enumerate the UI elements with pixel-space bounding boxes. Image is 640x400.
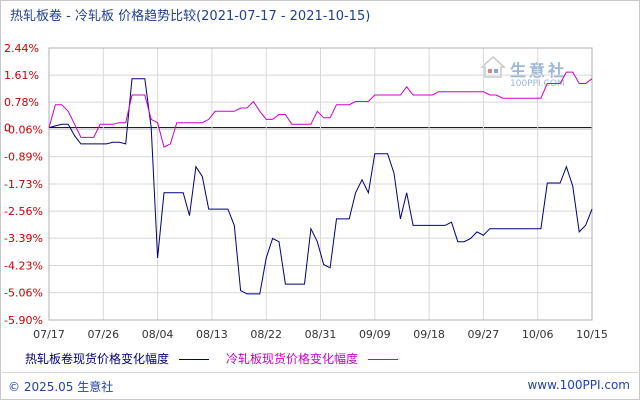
x-tick-label: 07/17 (33, 328, 65, 341)
y-tick-label: -2.56% (4, 205, 43, 218)
x-tick-label: 10/06 (522, 328, 554, 341)
series-lines (48, 71, 593, 295)
legend-hot-rolled: 热轧板卷现货价格变化幅度 (25, 350, 210, 367)
legend-cold-rolled-label: 冷轧板现货价格变化幅度 (226, 352, 359, 366)
y-tick-label: -0.89% (4, 151, 43, 164)
y-tick-label: 1.61% (4, 69, 39, 82)
y-tick-label: -4.23% (4, 260, 43, 273)
x-tick-label: 09/09 (359, 328, 391, 341)
legend-hot-rolled-label: 热轧板卷现货价格变化幅度 (25, 352, 170, 366)
y-axis-ticks: 2.44% 1.61% 0.78% -0.06% -0.89% -1.73% -2.56% -… (4, 42, 43, 327)
y-tick-label: 0.78% (4, 96, 39, 109)
x-tick-label: 08/22 (250, 328, 282, 341)
y-tick-label: 2.44% (4, 42, 39, 55)
y-tick-label: -5.06% (4, 287, 43, 300)
y-tick-label: -3.39% (4, 232, 43, 245)
footer-site-link[interactable]: www.100PPI.com (527, 378, 630, 392)
grid (48, 47, 593, 321)
y-tick-label: -0.06% (4, 124, 43, 137)
x-tick-label: 08/31 (305, 328, 337, 341)
y-tick-label: -1.73% (4, 178, 43, 191)
x-tick-label: 08/13 (196, 328, 228, 341)
plot-border (48, 47, 593, 321)
footer-divider (0, 372, 640, 373)
legend-hot-rolled-swatch (179, 359, 210, 360)
legend-cold-rolled-swatch (368, 359, 399, 360)
x-tick-label: 08/04 (142, 328, 174, 341)
legend-cold-rolled: 冷轧板现货价格变化幅度 (226, 350, 399, 367)
zero-label: 0 (4, 122, 11, 135)
house-logo-icon (480, 55, 506, 78)
x-tick-label: 09/27 (468, 328, 500, 341)
y-tick-label: -5.90% (4, 314, 43, 327)
series-line-cold-rolled (48, 71, 593, 148)
x-tick-label: 10/15 (576, 328, 608, 341)
x-axis-ticks: 07/17 07/26 08/04 08/13 08/22 08/31 09/09 09/18… (33, 328, 608, 341)
price-trend-chart: 2.44% 1.61% 0.78% -0.06% -0.89% -1.73% -2.56% -… (4, 42, 608, 341)
x-tick-label: 07/26 (87, 328, 119, 341)
x-tick-label: 09/18 (413, 328, 445, 341)
series-line-hot-rolled (48, 78, 593, 295)
chart-title: 热轧板卷 - 冷轧板 价格趋势比较(2021-07-17 - 2021-10-1… (10, 9, 371, 24)
footer-copyright: © 2025.05 生意社 (8, 380, 114, 394)
